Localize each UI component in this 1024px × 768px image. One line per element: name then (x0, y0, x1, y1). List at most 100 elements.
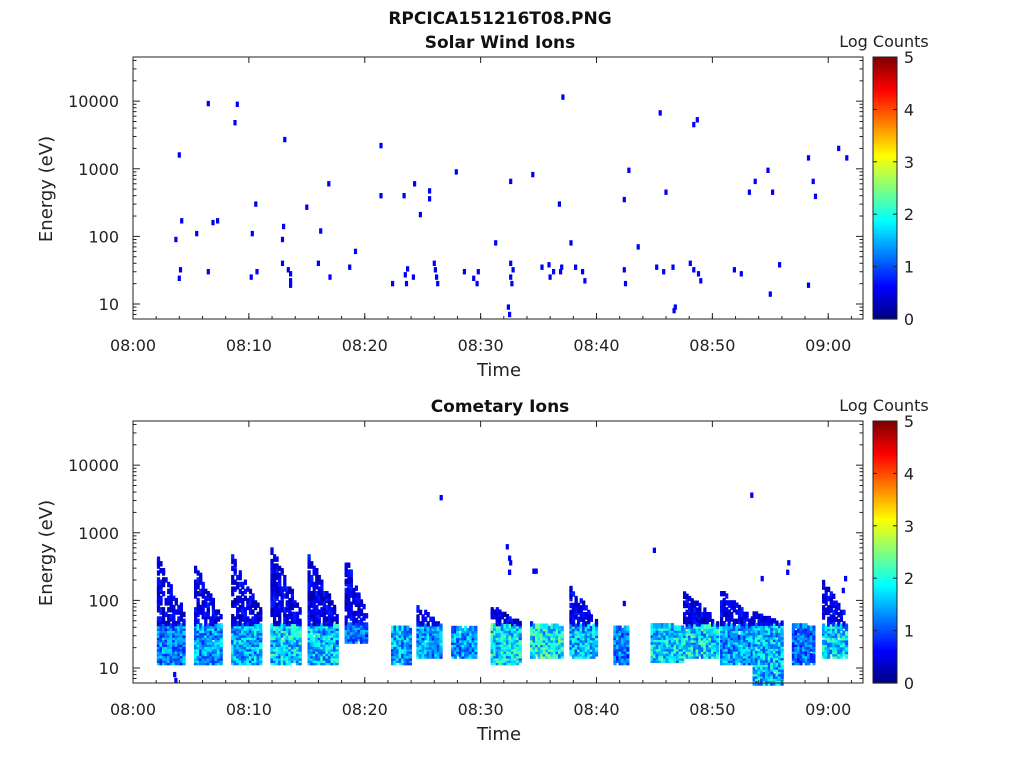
count-cell (755, 611, 759, 617)
count-cell (730, 632, 734, 638)
count-cell (571, 612, 576, 618)
count-cell (750, 637, 754, 643)
count-cell (737, 609, 742, 615)
count-cell (685, 644, 689, 650)
solar-wind-plot-area (133, 57, 863, 319)
count-cell (685, 616, 689, 622)
count-cell (561, 94, 565, 100)
count-cell (755, 645, 759, 652)
count-cell (579, 623, 583, 629)
count-cell (752, 620, 756, 626)
count-cell (219, 614, 223, 620)
count-cell (162, 568, 166, 574)
count-cell (775, 620, 779, 626)
colorbar-segment (873, 114, 897, 118)
count-cell (393, 625, 397, 631)
count-cell (241, 616, 245, 622)
count-cell (683, 612, 687, 618)
count-cell (209, 593, 213, 599)
count-cell (316, 260, 320, 266)
count-cell (426, 621, 430, 627)
count-cell (623, 280, 628, 287)
count-cell (720, 625, 724, 631)
count-cell (695, 621, 699, 627)
count-cell (778, 262, 782, 268)
count-cell (211, 632, 215, 638)
count-cell (755, 622, 759, 629)
colorbar-frame (872, 420, 898, 684)
colorbar-segment (873, 96, 897, 100)
count-cell (293, 623, 297, 629)
count-cell (307, 600, 311, 606)
count-cell (349, 601, 353, 607)
count-cell (278, 577, 282, 583)
colorbar-segment (873, 224, 897, 228)
colorbar-segment (873, 635, 897, 640)
cometary-x-axis-label: Time (476, 724, 521, 745)
colorbar-segment (873, 423, 897, 427)
count-cell (740, 648, 744, 654)
x-tick-label: 08:00 (110, 700, 156, 719)
colorbar-segment (873, 627, 897, 632)
y-tick-label: 1000 (78, 524, 119, 543)
count-cell (307, 554, 311, 560)
count-cell (750, 657, 754, 663)
count-cell (569, 602, 573, 609)
count-cell (236, 595, 240, 601)
colorbar-segment (873, 263, 897, 268)
count-cell (743, 620, 747, 627)
count-cell (178, 267, 183, 273)
count-cell (762, 615, 766, 622)
count-cell (505, 614, 510, 620)
count-cell (353, 248, 358, 255)
count-cell (537, 639, 541, 645)
count-cell (695, 641, 699, 648)
colorbar-segment (873, 510, 897, 514)
colorbar-segment (873, 593, 897, 598)
count-cell (241, 657, 245, 663)
count-cell (778, 622, 782, 629)
count-cell (752, 625, 756, 631)
count-cell (307, 648, 311, 654)
colorbar-segment (873, 512, 897, 516)
count-cell (295, 655, 300, 661)
count-cell (837, 639, 841, 645)
count-cell (275, 563, 279, 569)
count-cell (464, 625, 468, 632)
count-cell (344, 578, 348, 584)
count-cell (439, 646, 443, 652)
count-cell (453, 637, 457, 643)
x-tick-label: 08:20 (342, 700, 388, 719)
x-tick-label: 08:40 (573, 700, 619, 719)
count-cell (248, 588, 253, 595)
colorbar-segment (873, 237, 897, 241)
count-cell (822, 605, 826, 611)
count-cell (246, 616, 250, 622)
count-cell (618, 625, 622, 631)
count-cell (169, 591, 173, 597)
count-cell (403, 272, 407, 278)
count-cell (349, 622, 353, 628)
count-cell (169, 623, 173, 629)
count-cell (315, 577, 319, 583)
count-cell (735, 609, 739, 615)
colorbar-segment (873, 638, 897, 642)
count-cell (735, 625, 739, 631)
count-cell (552, 653, 557, 659)
colorbar-segment (873, 222, 897, 226)
count-cell (256, 623, 260, 629)
count-cell (750, 616, 754, 622)
count-cell (757, 613, 761, 619)
count-cell (510, 280, 514, 287)
count-cell (571, 602, 576, 609)
count-cell (458, 632, 463, 639)
count-cell (241, 591, 245, 597)
count-cell (312, 655, 316, 661)
count-cell (530, 635, 534, 641)
colorbar-tick-label: 4 (904, 100, 914, 119)
colorbar-segment (873, 630, 897, 634)
count-cell (236, 620, 240, 627)
count-cell (655, 264, 659, 270)
count-cell (827, 609, 831, 616)
colorbar-segment (873, 562, 897, 566)
